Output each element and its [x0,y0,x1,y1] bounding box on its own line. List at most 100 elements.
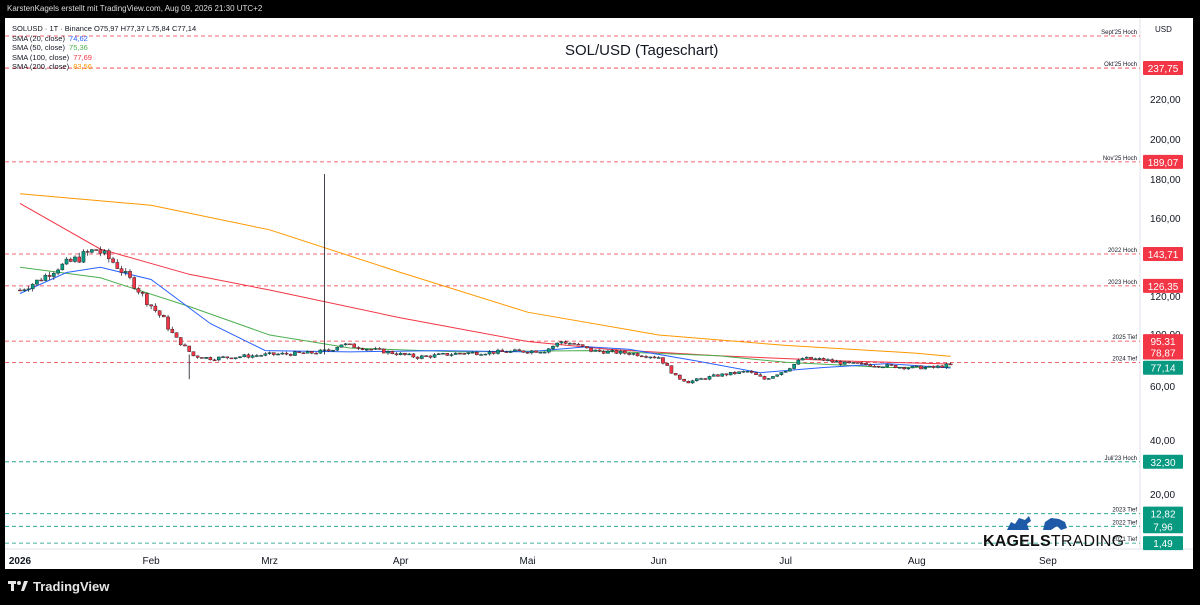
candle-body [352,343,356,348]
candle-body [326,349,331,352]
candle-body [263,353,268,356]
price-tag [1143,345,1183,360]
candle-body [673,373,678,376]
candle-body [420,355,424,359]
candle-body [369,348,373,351]
candle-body [153,305,158,311]
x-tick-label: Sep [1039,556,1057,567]
candle-body [225,356,230,359]
y-tick-label: 20,00 [1150,490,1175,501]
candle-body [936,365,940,368]
candle-body [559,341,564,344]
candle-body [60,263,65,271]
candle-body [162,315,166,318]
candle-body [513,349,517,352]
sma-200-value: 83,56 [73,62,92,71]
candle-body [589,347,593,352]
candle-body [35,279,39,285]
candle-body [373,348,378,350]
level-name: 2021 Tief [1112,537,1137,543]
candle-body [496,349,500,354]
candle-body [233,357,238,359]
legend-sma-50[interactable]: SMA (50, close) 75,36 [12,43,88,52]
candle-body [335,347,340,351]
candle-body [356,347,361,349]
candle-body [826,359,830,361]
candle-body [644,356,648,358]
candle-body [483,353,488,356]
candle-body [534,350,538,353]
candle-body [821,358,826,361]
candle-body [365,348,369,351]
candle-body [530,350,534,354]
candle-body [242,354,246,357]
candle-body [631,353,636,355]
level-price-label: 7,96 [1153,522,1173,533]
candle-body [859,362,864,365]
candle-body [893,365,898,369]
candle-body [157,310,162,316]
candle-body [758,374,763,377]
sma-50-value: 75,36 [69,43,88,52]
level-price-label: 32,30 [1150,458,1175,469]
level-price-label: 143,71 [1148,250,1179,261]
candle-body [864,362,868,365]
legend-sma-20[interactable]: SMA (20, close) 74,62 [12,33,88,43]
candle-body [43,274,48,281]
candle-body [716,374,720,377]
legend-sma-200[interactable]: SMA (200, close) 83,56 [12,62,92,71]
candle-body [39,279,43,282]
candle-body [115,262,120,269]
candle-body [855,362,860,364]
candle-body [538,351,543,354]
candle-body [221,356,225,359]
candle-body [310,351,314,354]
candle-body [568,343,572,345]
level-name: 2023 Tief [1112,508,1137,514]
y-tick-label: 180,00 [1150,175,1181,186]
moving-average-line [19,266,951,374]
level-name: 2024 Tief [1112,356,1137,362]
kagels-trading-watermark: KAGELSTRADING [983,512,1124,554]
candle-body [26,288,31,291]
candle-body [597,349,602,352]
level-name: 2023 Hoch [1108,280,1137,286]
candle-body [881,366,885,369]
candle-body [927,365,932,368]
candle-body [470,351,475,354]
candle-body [906,367,911,370]
candle-body [229,357,234,360]
candle-body [618,350,623,354]
candle-body [128,271,132,278]
candle-body [187,345,192,352]
candle-body [851,362,856,364]
candle-body [305,351,310,354]
level-price-tag [1143,334,1183,349]
candle-body [749,370,754,373]
candle-body [606,350,610,354]
currency-label: USD [1155,25,1172,34]
candle-body [546,348,551,353]
candle-body [525,352,530,354]
candle-body [661,357,665,364]
candle-body [733,371,737,374]
level-price-tag [1143,506,1183,521]
candle-body [107,250,111,260]
candle-body [85,251,90,253]
candle-body [343,343,348,346]
tradingview-footer[interactable]: TradingView [8,577,109,595]
candle-body [56,269,60,274]
candle-body [348,343,352,346]
candle-body [500,349,505,352]
chart-svg[interactable]: USD20,0040,0060,00100,00120,00160,00180,… [5,18,1193,569]
candle-body [259,355,263,357]
candle-body [652,356,657,359]
candle-body [563,341,568,344]
level-price-tag [1143,278,1183,293]
candle-body [783,370,788,373]
legend-sma-100[interactable]: SMA (100, close) 77,69 [12,52,92,62]
candle-body [293,351,297,356]
chart-panel[interactable]: USD20,0040,0060,00100,00120,00160,00180,… [5,18,1193,569]
candle-body [276,353,280,356]
candle-body [22,289,27,291]
